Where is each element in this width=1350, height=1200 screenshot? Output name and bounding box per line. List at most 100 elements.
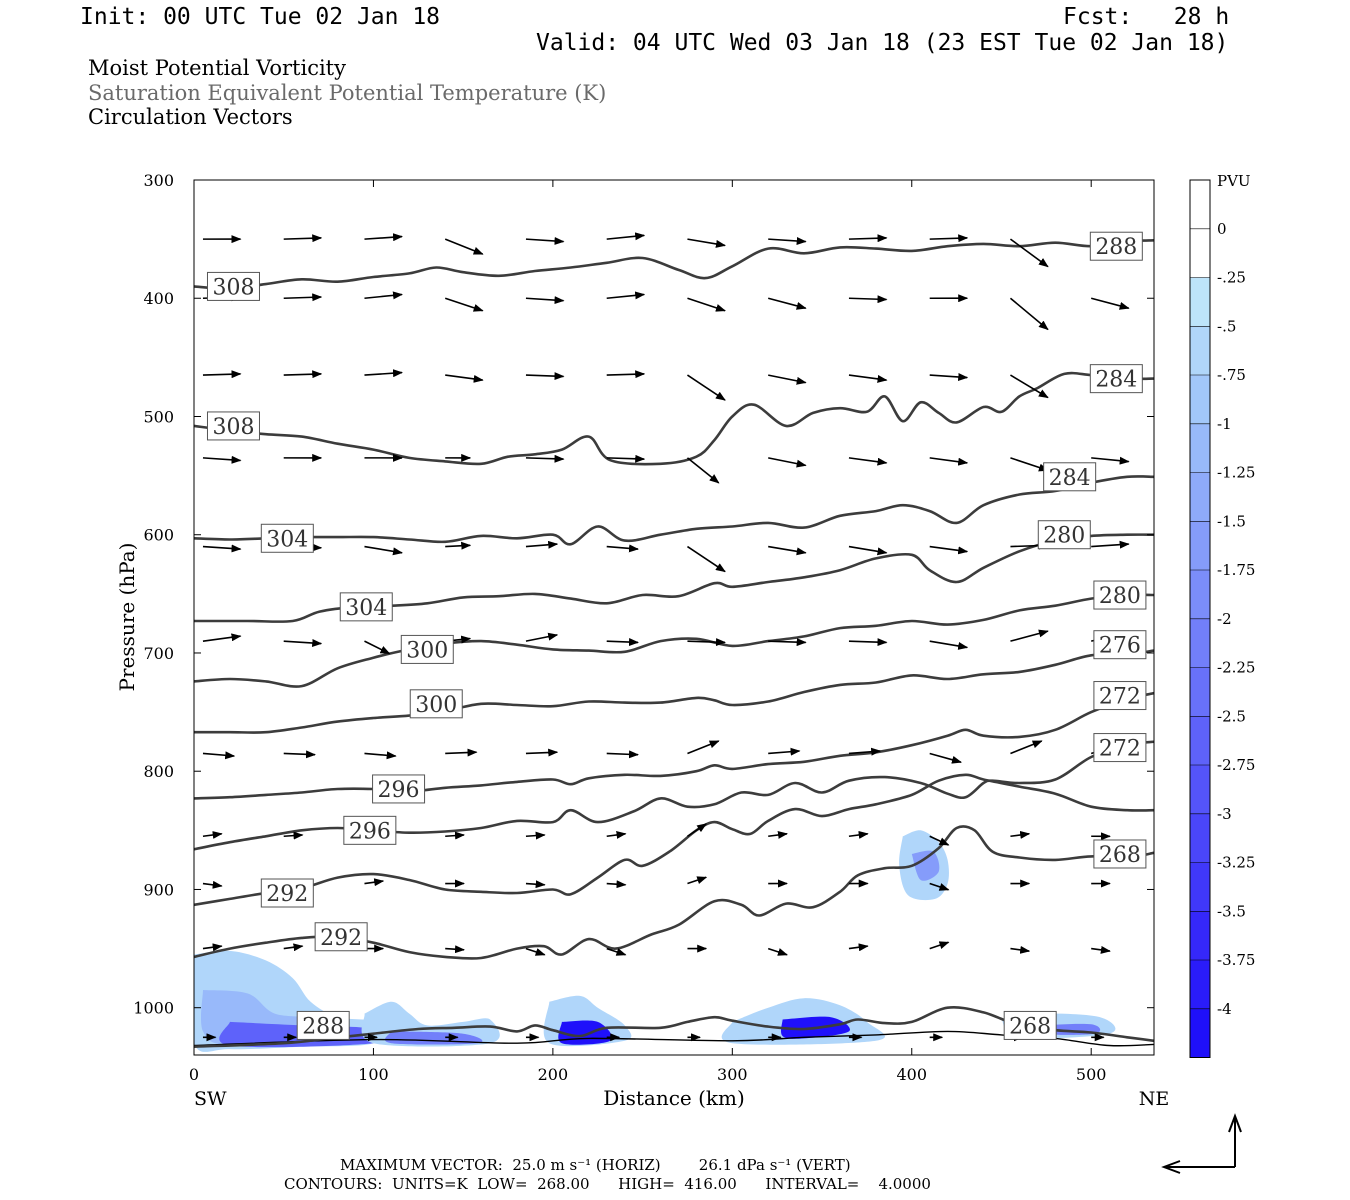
contour-label-text: 292 [266, 882, 308, 907]
vector-arrow [1010, 740, 1043, 755]
vector-arrow [283, 639, 323, 648]
contour-label-box [296, 1010, 350, 1040]
contour-label-text: 280 [1043, 524, 1085, 549]
vector-arrow [445, 541, 472, 550]
contour-label-box [1089, 364, 1143, 394]
contour-label-text: 272 [1099, 685, 1141, 710]
vector-arrow [444, 238, 484, 255]
colorbar-level: -3 [1217, 805, 1232, 823]
contour-label-box [1093, 733, 1147, 763]
vector-arrow [525, 454, 565, 463]
vector-arrow [687, 638, 726, 647]
colorbar-level: -2.25 [1217, 659, 1255, 677]
contour-label-box [372, 774, 426, 804]
vector-arrow [687, 876, 708, 885]
contour-label-box [1037, 520, 1091, 550]
vector-arrow [283, 370, 323, 379]
y-tick-label: 300 [143, 171, 174, 190]
contour-label: 304 [339, 592, 393, 622]
x-tick-label: 400 [896, 1065, 927, 1084]
contour-label-box [1043, 462, 1097, 492]
contour-label: 308 [206, 271, 260, 301]
vector-arrow [283, 293, 323, 302]
vector-arrow [364, 369, 403, 378]
vector-arrow [768, 297, 807, 310]
vector-arrow [525, 947, 546, 956]
vector-arrow [768, 545, 807, 556]
x-axis-label: Distance (km) [603, 1086, 745, 1110]
colorbar-cell [1190, 570, 1210, 619]
vector-arrow [1010, 374, 1049, 399]
vector-arrow [283, 943, 304, 952]
forecast-hour: Fcst: 28 h [1063, 4, 1230, 30]
vector-arrow [848, 545, 888, 556]
contour-label-box [1093, 630, 1147, 660]
y-tick-label: 1000 [133, 999, 174, 1018]
vector-arrow [606, 880, 627, 889]
contour-label: 296 [343, 815, 397, 845]
contour-label-text: 272 [1099, 737, 1141, 762]
colorbar-cell [1190, 326, 1210, 376]
vector-arrow [445, 831, 465, 840]
vector-arrow [606, 830, 627, 839]
vector-arrow [687, 374, 726, 401]
contour-label-text: 288 [1095, 235, 1137, 260]
title-vectors: Circulation Vectors [88, 105, 293, 129]
vector-arrow [606, 454, 646, 463]
vector-arrow [606, 638, 639, 647]
vector-arrow [525, 296, 565, 305]
y-tick-label: 600 [143, 526, 174, 545]
vector-arrow [283, 831, 304, 840]
contour-label-box [206, 411, 260, 441]
vector-arrow [202, 831, 223, 839]
vector-arrow [687, 740, 720, 755]
colorbar-level: -2.75 [1217, 756, 1255, 774]
vector-arrow [687, 545, 726, 573]
vector-arrow [848, 457, 888, 466]
vector-arrow [364, 751, 397, 760]
vector-arrow [1090, 297, 1130, 310]
circulation-vectors [202, 232, 1130, 1042]
colorbar-cell [1190, 960, 1210, 1009]
vector-arrow [848, 943, 869, 952]
vector-arrow [686, 457, 720, 484]
vector-arrow [1009, 238, 1049, 268]
contour-label-box [339, 592, 393, 622]
vector-arrow [525, 748, 559, 757]
colorbar-cell [1190, 716, 1210, 766]
vector-arrow [929, 457, 969, 466]
vector-arrow [606, 370, 646, 379]
contour-label-box [343, 815, 397, 845]
vector-arrow [283, 750, 316, 759]
x-tick-label: 100 [358, 1065, 389, 1084]
vector-arrow [364, 233, 403, 242]
contour-label: 300 [400, 634, 454, 664]
vector-arrow [848, 747, 882, 756]
init-time: Init: 00 UTC Tue 02 Jan 18 [80, 4, 441, 30]
vector-arrow [364, 291, 403, 300]
vector-arrow [768, 457, 807, 468]
vector-arrow [525, 237, 565, 245]
contour-label: 280 [1037, 520, 1091, 550]
vector-arrow [768, 830, 788, 839]
vector-arrow [929, 545, 969, 555]
contour-label-text: 292 [320, 926, 362, 951]
vector-arrow [768, 747, 801, 756]
vector-arrow [525, 831, 546, 840]
contour-268 [194, 1006, 1154, 1048]
vector-arrow [606, 947, 627, 956]
contour-label-box [1093, 839, 1147, 869]
contour-label: 268 [1003, 1010, 1057, 1040]
contour-280 [194, 740, 1154, 851]
colorbar-cell [1190, 911, 1210, 961]
vector-arrow [1010, 457, 1049, 472]
vector-arrow [929, 234, 969, 243]
vector-arrow [929, 882, 950, 891]
contour-label: 296 [372, 774, 426, 804]
vector-arrow [1009, 297, 1049, 331]
contour-label-box [1003, 1010, 1057, 1040]
colorbar-cell [1190, 765, 1210, 814]
vector-arrow [364, 545, 403, 556]
contour-label-text: 296 [349, 819, 391, 844]
